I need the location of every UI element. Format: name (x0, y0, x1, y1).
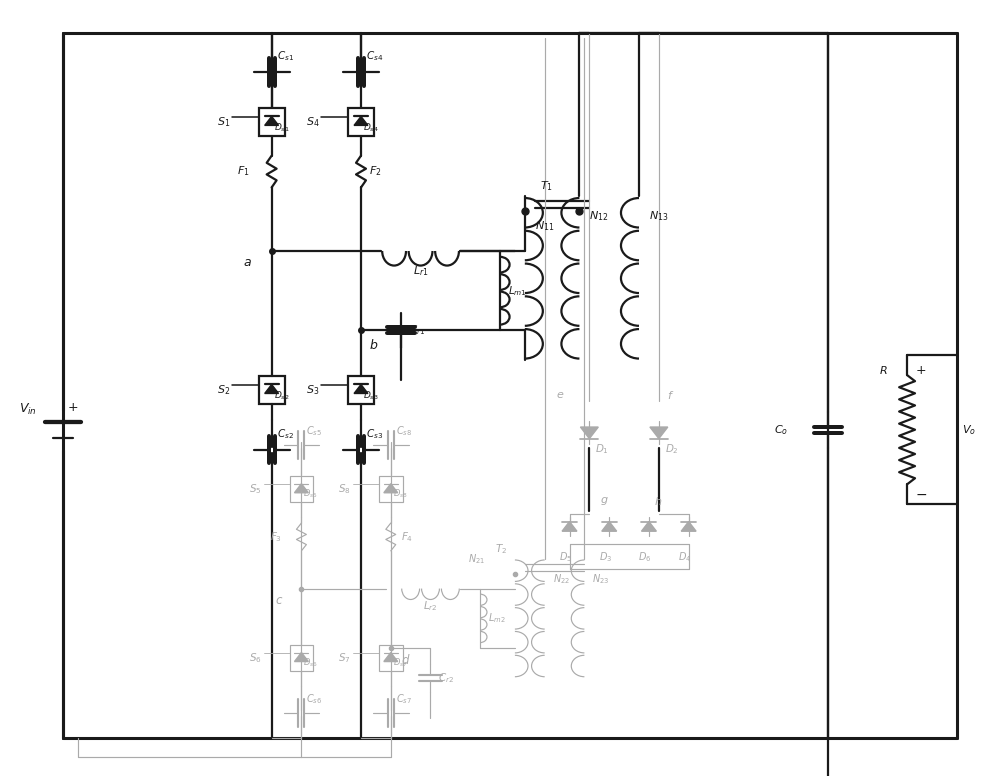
Text: $S_5$: $S_5$ (249, 482, 262, 496)
Text: $F_4$: $F_4$ (401, 530, 413, 544)
Bar (259, 376, 285, 404)
Polygon shape (384, 484, 398, 493)
Text: $C_{s1}$: $C_{s1}$ (277, 50, 294, 63)
Text: $S_3$: $S_3$ (306, 383, 319, 397)
Text: $D_{s6}$: $D_{s6}$ (303, 657, 318, 669)
Text: $C_{r2}$: $C_{r2}$ (438, 671, 455, 685)
Text: $N_{11}$: $N_{11}$ (535, 219, 554, 233)
Polygon shape (265, 116, 279, 125)
Text: $L_{r1}$: $L_{r1}$ (413, 264, 428, 278)
Text: $N_{21}$: $N_{21}$ (468, 552, 485, 566)
Polygon shape (265, 384, 279, 393)
Text: $D_5$: $D_5$ (559, 550, 572, 564)
Polygon shape (294, 653, 308, 661)
Text: $V_{in}$: $V_{in}$ (19, 402, 37, 418)
Text: $D_3$: $D_3$ (599, 550, 612, 564)
Bar (290, 645, 313, 671)
Text: $V_o$: $V_o$ (962, 423, 976, 436)
Text: $S_1$: $S_1$ (217, 115, 230, 129)
Text: $N_{23}$: $N_{23}$ (592, 572, 610, 586)
Text: $D_{s4}$: $D_{s4}$ (363, 122, 379, 134)
Text: $S_2$: $S_2$ (217, 383, 230, 397)
Polygon shape (562, 522, 577, 531)
Text: $F_2$: $F_2$ (369, 164, 381, 178)
Text: $D_{s1}$: $D_{s1}$ (274, 122, 289, 134)
Text: $C_{s6}$: $C_{s6}$ (306, 692, 323, 706)
Text: $C_{s2}$: $C_{s2}$ (277, 427, 293, 441)
Text: $D_{s3}$: $D_{s3}$ (363, 390, 379, 402)
Text: $h$: $h$ (654, 495, 662, 507)
Text: $S_7$: $S_7$ (338, 651, 351, 665)
Bar (348, 108, 374, 136)
Text: $D_2$: $D_2$ (665, 442, 679, 456)
Text: $N_{12}$: $N_{12}$ (589, 210, 609, 223)
Text: $+$: $+$ (915, 364, 926, 376)
Bar (290, 477, 313, 502)
Polygon shape (354, 384, 368, 393)
Text: $D_{s7}$: $D_{s7}$ (393, 657, 408, 669)
Polygon shape (294, 484, 308, 493)
Polygon shape (681, 522, 696, 531)
Text: $N_{22}$: $N_{22}$ (553, 572, 570, 586)
Text: $C_{s5}$: $C_{s5}$ (306, 424, 323, 438)
Text: $a$: $a$ (243, 256, 252, 270)
Text: $F_3$: $F_3$ (270, 530, 282, 544)
Text: $C_o$: $C_o$ (774, 423, 788, 436)
Text: $c$: $c$ (275, 594, 284, 607)
Polygon shape (384, 653, 398, 661)
Text: $D_{s5}$: $D_{s5}$ (303, 488, 318, 500)
Polygon shape (580, 427, 598, 439)
Text: $D_6$: $D_6$ (638, 550, 652, 564)
Text: $F_1$: $F_1$ (237, 164, 250, 178)
Polygon shape (602, 522, 617, 531)
Bar (379, 645, 403, 671)
Text: $N_{13}$: $N_{13}$ (649, 210, 668, 223)
Text: $T_1$: $T_1$ (540, 179, 553, 193)
Text: $f$: $f$ (667, 389, 674, 401)
Text: $S_6$: $S_6$ (249, 651, 262, 665)
Text: $d$: $d$ (401, 653, 410, 667)
Text: $T_2$: $T_2$ (495, 542, 507, 555)
Text: $b$: $b$ (369, 338, 378, 352)
Text: $L_{m1}$: $L_{m1}$ (508, 284, 527, 298)
Bar (379, 477, 403, 502)
Text: $D_1$: $D_1$ (595, 442, 609, 456)
Text: $D_{s2}$: $D_{s2}$ (274, 390, 289, 402)
Polygon shape (650, 427, 668, 439)
Text: $C_{r1}$: $C_{r1}$ (409, 323, 425, 337)
Text: $D_{s8}$: $D_{s8}$ (393, 488, 408, 500)
Text: $S_8$: $S_8$ (338, 482, 351, 496)
Text: $C_{s4}$: $C_{s4}$ (366, 50, 383, 63)
Text: $+$: $+$ (67, 401, 78, 414)
Text: $L_{r2}$: $L_{r2}$ (423, 600, 438, 613)
Text: $C_{s8}$: $C_{s8}$ (396, 424, 412, 438)
Text: $L_{m2}$: $L_{m2}$ (488, 612, 506, 626)
Polygon shape (641, 522, 656, 531)
Text: $R$: $R$ (879, 364, 887, 376)
Polygon shape (354, 116, 368, 125)
Text: $S_4$: $S_4$ (306, 115, 319, 129)
Text: $g$: $g$ (600, 495, 609, 507)
Bar (259, 108, 285, 136)
Text: $e$: $e$ (556, 390, 565, 400)
Text: $C_{s3}$: $C_{s3}$ (366, 427, 383, 441)
Text: $D_4$: $D_4$ (678, 550, 691, 564)
Text: $-$: $-$ (915, 487, 927, 501)
Bar (348, 376, 374, 404)
Text: $C_{s7}$: $C_{s7}$ (396, 692, 412, 706)
